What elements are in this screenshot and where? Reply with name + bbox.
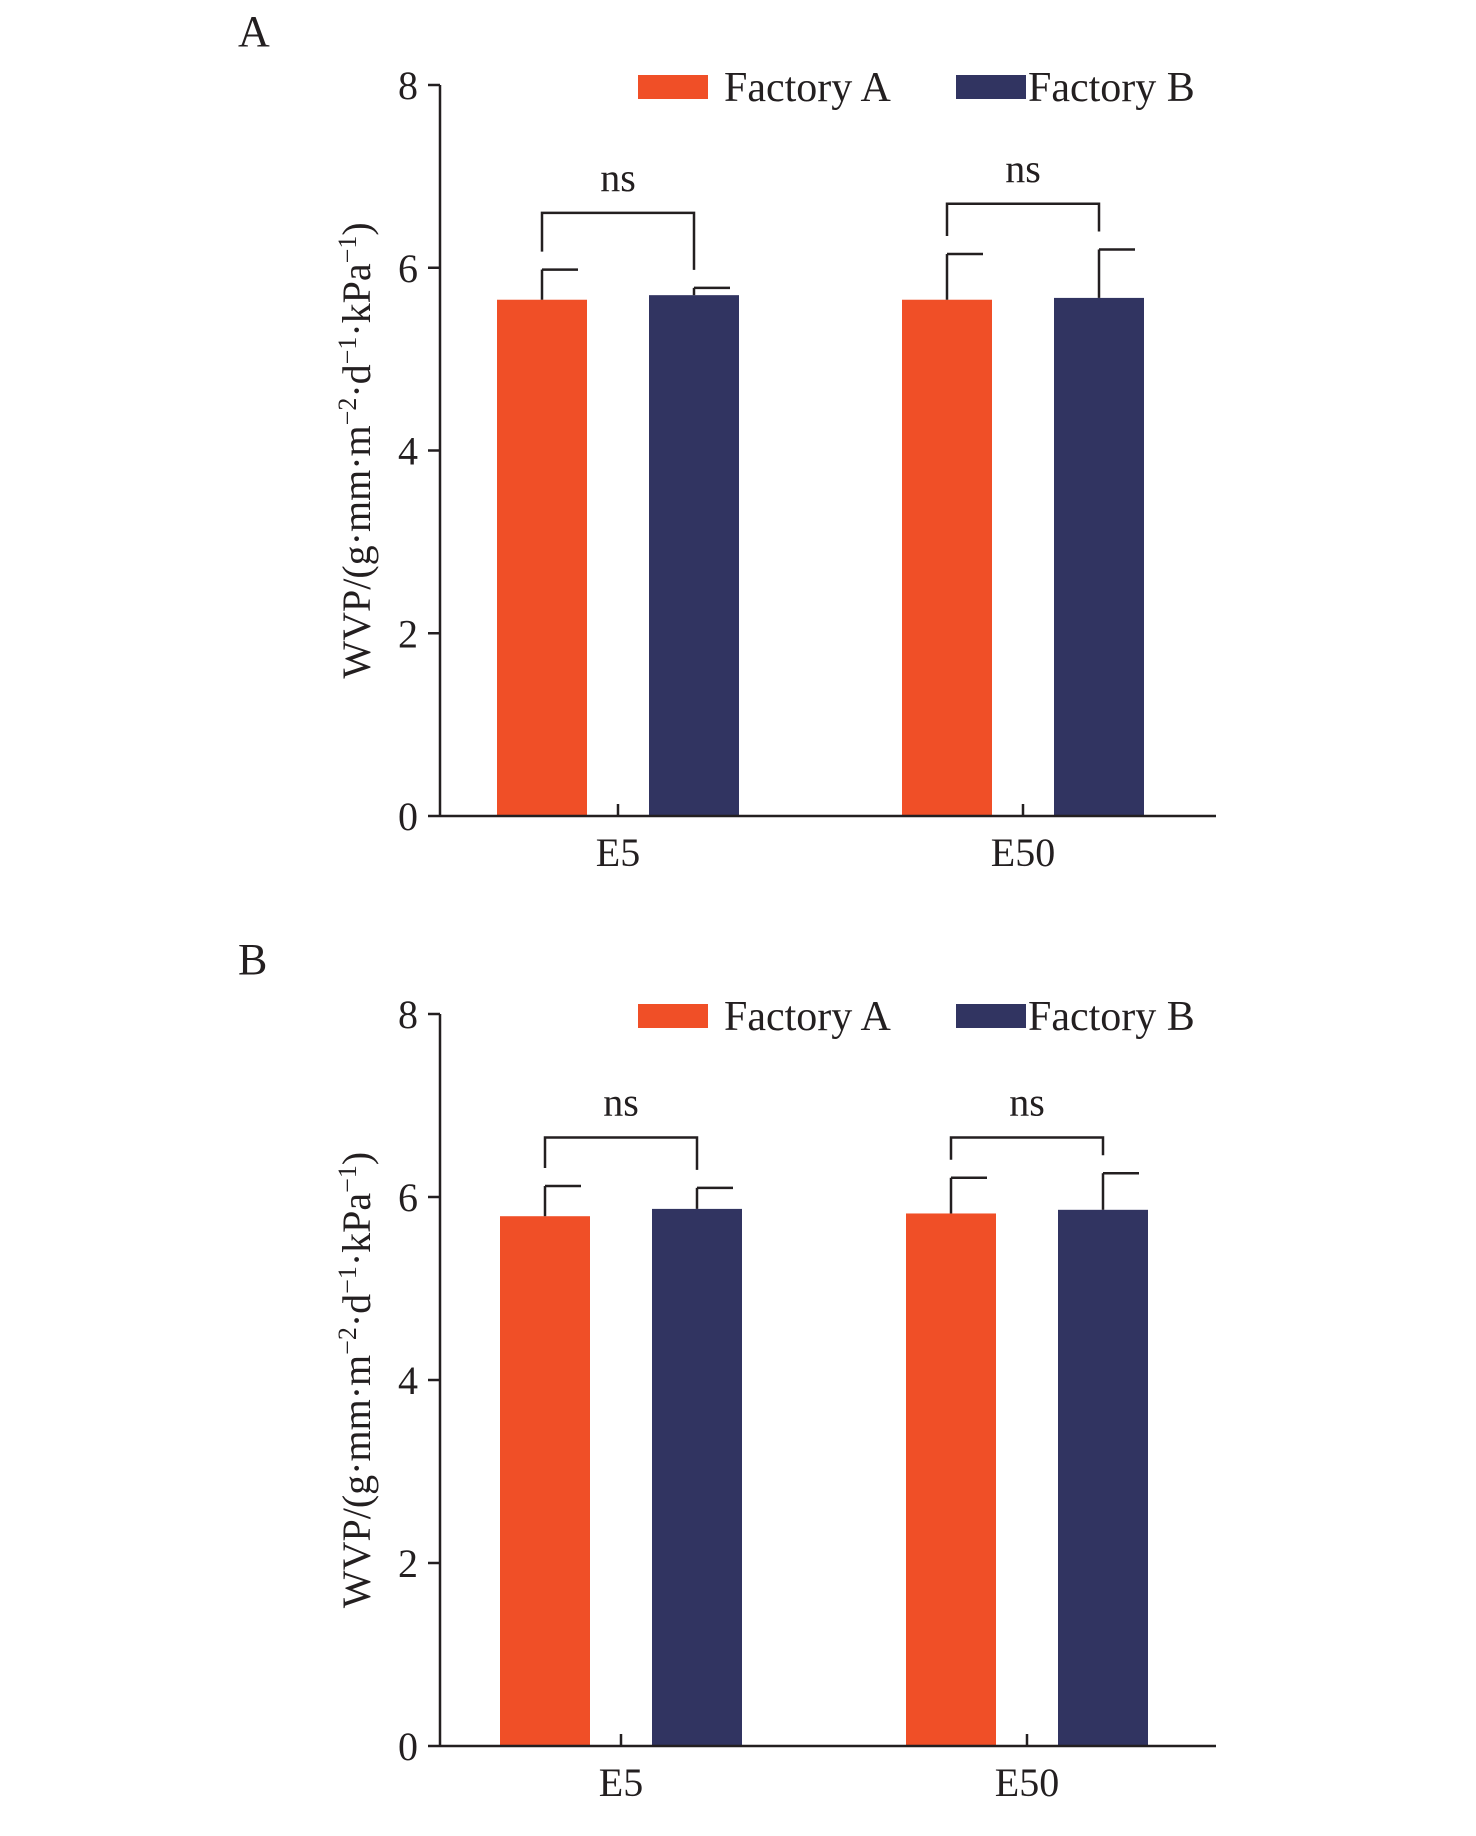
legend: Factory A Factory B [638, 994, 1195, 1040]
y-axis-title-part: ·d [334, 1294, 379, 1327]
y-tick-label: 2 [398, 611, 418, 656]
bar-factory-a-e5 [497, 299, 587, 816]
y-tick-label: 6 [398, 246, 418, 291]
y-tick-label: 6 [398, 1175, 418, 1220]
significance-bracket [949, 1136, 1105, 1160]
y-axis-title-superscript: −1 [333, 236, 362, 264]
panel-label: A [238, 7, 270, 56]
bar-factory-b-e5 [652, 1208, 742, 1746]
significance-label: ns [603, 1080, 639, 1125]
y-axis-title-part: WVP/(g·mm·m [334, 1355, 379, 1608]
significance-bracket [540, 211, 696, 270]
y-tick-label: 0 [398, 794, 418, 839]
y-tick-label: 4 [398, 429, 418, 474]
y-axis-title-part: ) [334, 1152, 379, 1165]
legend-swatch [638, 1004, 708, 1028]
legend-swatch [956, 1004, 1026, 1028]
significance-bracket [543, 1136, 699, 1170]
x-tick-label: E5 [599, 1760, 643, 1805]
y-tick-label: 2 [398, 1541, 418, 1586]
legend-label: Factory B [1028, 65, 1195, 111]
y-axis-title: WVP/(g·mm·m−2·d−1·kPa−1) [333, 1152, 379, 1608]
y-axis-title-part: ·kPa [334, 1193, 379, 1267]
legend-label: Factory A [724, 994, 891, 1040]
significance-label: ns [1009, 1080, 1045, 1125]
bar-factory-b-e50 [1054, 297, 1144, 816]
significance-label: ns [600, 155, 636, 200]
bar-factory-a-e50 [902, 299, 992, 816]
legend-label: Factory A [724, 65, 891, 111]
y-axis-title-superscript: −1 [333, 1266, 362, 1294]
legend-label: Factory B [1028, 994, 1195, 1040]
y-tick-label: 4 [398, 1358, 418, 1403]
x-tick-label: E50 [995, 1760, 1059, 1805]
legend-swatch [638, 75, 708, 99]
panel-label: B [238, 935, 267, 984]
bar-factory-b-e50 [1058, 1209, 1148, 1746]
bar-factory-a-e5 [500, 1216, 590, 1746]
legend: Factory A Factory B [638, 65, 1195, 111]
x-tick-label: E5 [596, 830, 640, 875]
y-axis-title-part: ·kPa [334, 263, 379, 337]
y-tick-label: 8 [398, 992, 418, 1037]
significance-bracket [945, 202, 1101, 237]
y-tick-label: 0 [398, 1724, 418, 1769]
y-axis-title: WVP/(g·mm·m−2·d−1·kPa−1) [333, 222, 379, 678]
y-axis-title-part: ) [334, 222, 379, 235]
y-axis-title-part: WVP/(g·mm·m [334, 425, 379, 678]
bar-factory-a-e50 [906, 1213, 996, 1746]
significance-label: ns [1005, 146, 1041, 191]
y-tick-label: 8 [398, 63, 418, 108]
y-axis-title-superscript: −2 [333, 398, 362, 426]
legend-swatch [956, 75, 1026, 99]
x-tick-label: E50 [991, 830, 1055, 875]
bar-factory-b-e5 [649, 295, 739, 817]
y-axis-title-superscript: −1 [333, 1165, 362, 1193]
y-axis-title-superscript: −1 [333, 337, 362, 365]
y-axis-title-superscript: −2 [333, 1327, 362, 1355]
y-axis-title-part: ·d [334, 364, 379, 397]
